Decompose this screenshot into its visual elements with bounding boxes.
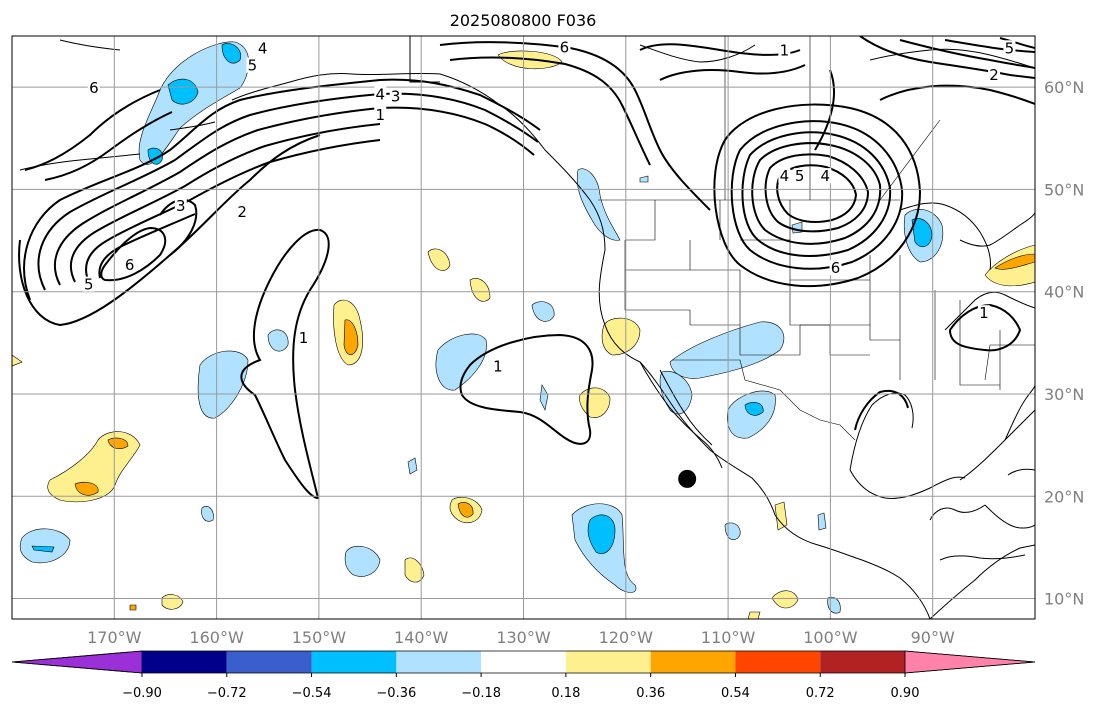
colorbar-tick-label: −0.36 (376, 686, 416, 701)
contour-label-bg (297, 329, 310, 345)
latitude-label: 40°N (1044, 283, 1084, 302)
colorbar-tick-label: −0.54 (292, 686, 332, 701)
contour-label-bg (256, 40, 269, 56)
contour-label: 4 (780, 167, 790, 185)
colorbar-tick-label: 0.18 (551, 686, 580, 701)
contour-label-bg (389, 88, 402, 104)
colorbar-segment (565, 651, 651, 673)
contour-label: 1 (780, 41, 790, 59)
contour-label: 6 (831, 259, 841, 277)
colorbar-segment (311, 651, 397, 673)
longitude-labels: 170°W 160°W 150°W 140°W 130°W 120°W 110°W 100°W… (87, 628, 955, 647)
contour-label-bg (374, 106, 387, 122)
contour-label-bg (246, 57, 259, 73)
contour-label: 5 (248, 57, 258, 75)
contour-label: 3 (176, 197, 186, 215)
contour-label: 2 (989, 66, 999, 84)
colorbar-segment (396, 651, 482, 673)
contour-label: 4 (258, 39, 268, 57)
colorbar-tick-labels: −0.90 −0.72 −0.54 −0.36 −0.18 0.18 0.36 0.54 0.7… (122, 673, 919, 701)
contour-label-bg (87, 80, 100, 96)
contour-label-bg (778, 42, 791, 58)
contour-label-bg (793, 168, 806, 184)
contour-label: 1 (376, 106, 386, 124)
location-marker (678, 469, 697, 488)
contour-label: 1 (979, 304, 989, 322)
longitude-label: 150°W (292, 628, 347, 647)
graticule (12, 36, 1035, 619)
colorbar-tick-label: 0.72 (806, 686, 835, 701)
contour-label-bg (174, 197, 187, 213)
contour-label-bg (778, 168, 791, 184)
latitude-label: 50°N (1044, 180, 1084, 199)
contour-label-bg (977, 305, 990, 321)
colorbar-tick-label: −0.18 (461, 686, 501, 701)
map-title: 2025080800 F036 (450, 11, 597, 30)
positive-anomaly-shading (12, 50, 1035, 619)
negative-anomaly-shading (19, 41, 944, 614)
contour-label-bg (819, 168, 832, 184)
contour-label-bg (236, 203, 249, 219)
longitude-label: 130°W (496, 628, 551, 647)
contour-label: 6 (89, 79, 99, 97)
longitude-label: 120°W (599, 628, 654, 647)
contour-label-bg (374, 86, 387, 102)
contour-label: 1 (493, 357, 503, 375)
colorbar-segment (142, 651, 227, 673)
colorbar-segment (481, 651, 566, 673)
colorbar (11, 650, 1036, 674)
contour-label-bg (491, 358, 504, 374)
contour-label: 4 (376, 85, 386, 103)
colorbar-tick-label: −0.72 (207, 686, 247, 701)
colorbar-segment (820, 651, 905, 673)
latitude-labels: 10°N 20°N 30°N 40°N 50°N 60°N (1044, 78, 1084, 608)
contour-label-bg (988, 66, 1001, 82)
latitude-label: 30°N (1044, 385, 1084, 404)
contour-label: 2 (237, 203, 247, 221)
contour-label: 5 (84, 276, 94, 294)
colorbar-segment (226, 651, 312, 673)
latitude-label: 10°N (1044, 590, 1084, 609)
contour-label-bg (123, 257, 136, 273)
contour-label: 5 (1005, 39, 1015, 57)
contour-label-bg (558, 39, 571, 55)
latitude-label: 20°N (1044, 487, 1084, 506)
colorbar-tick-label: −0.90 (122, 686, 162, 701)
longitude-label: 140°W (394, 628, 449, 647)
colorbar-extend-low (11, 650, 143, 674)
longitude-label: 100°W (803, 628, 858, 647)
contour-label-bg (829, 260, 842, 276)
longitude-label: 90°W (911, 628, 955, 647)
latitude-label: 60°N (1044, 78, 1084, 97)
colorbar-tick-label: 0.54 (721, 686, 750, 701)
map-frame (11, 35, 1036, 620)
colorbar-tick-label: 0.90 (891, 686, 920, 701)
colorbar-extend-high (904, 650, 1036, 674)
contour-label: 4 (821, 167, 831, 185)
colorbar-tick-label: 0.36 (636, 686, 665, 701)
anomaly-contours (18, 36, 1035, 500)
contour-label: 3 (391, 87, 401, 105)
colorbar-segment (650, 651, 736, 673)
contour-label-bg (82, 276, 95, 292)
contour-label: 5 (795, 167, 805, 185)
contour-label: 6 (560, 38, 570, 56)
longitude-label: 110°W (701, 628, 756, 647)
colorbar-segment (735, 651, 821, 673)
contour-label-bg (1003, 40, 1016, 56)
contour-label: 6 (125, 256, 135, 274)
contour-label: 1 (299, 329, 309, 347)
longitude-label: 160°W (189, 628, 244, 647)
longitude-label: 170°W (87, 628, 142, 647)
